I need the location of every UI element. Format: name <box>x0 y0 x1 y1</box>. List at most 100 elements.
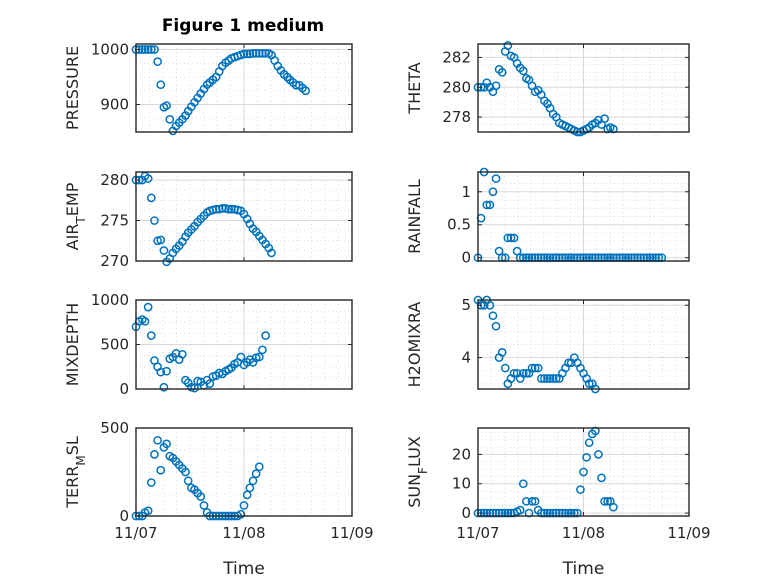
y-axis-label-subscript: M <box>74 455 88 465</box>
data-point <box>242 49 252 59</box>
data-point <box>594 450 603 459</box>
data-point <box>251 469 261 479</box>
y-axis-label-subscript: F <box>416 467 430 474</box>
data-point <box>603 496 613 506</box>
subplot-pressure: 900 1000 PRESSURE <box>63 41 353 136</box>
data-point <box>165 115 175 124</box>
y-tick-label: 280 <box>100 171 129 189</box>
y-axis-label-main: SUN <box>405 474 424 508</box>
data-point <box>509 368 519 378</box>
y-tick-label: 1 <box>461 183 471 201</box>
data-point <box>488 187 498 197</box>
data-point <box>527 496 537 506</box>
data-point <box>181 111 190 120</box>
data-point <box>162 101 171 110</box>
data-point <box>146 193 156 203</box>
subplot-air_temp: 270 275 280 AIRTEMP <box>63 171 353 270</box>
data-point <box>211 204 221 214</box>
x-tick-label: 11/08 <box>222 524 265 542</box>
y-axis-label-theta: THETA <box>405 62 424 114</box>
y-tick-label: 278 <box>442 108 471 126</box>
data-point <box>491 174 501 183</box>
y-axis-label-main: AIR <box>63 224 82 251</box>
y-axis-label-rest: LUX <box>405 436 424 467</box>
data-point <box>576 485 585 494</box>
data-point <box>545 374 555 383</box>
data-point <box>515 505 525 515</box>
data-point <box>199 501 209 510</box>
y-axis-label-subscript: T <box>74 216 88 225</box>
data-point <box>485 300 495 310</box>
x-tick-label: 11/07 <box>456 524 499 542</box>
y-axis-label-main: THETA <box>405 62 424 114</box>
data-point <box>236 352 246 362</box>
y-tick-label: 500 <box>100 336 129 354</box>
y-axis-label-h2omixra: H2OMIXRA <box>405 302 424 388</box>
data-point <box>156 235 166 245</box>
y-axis-label-rest: SL <box>63 436 82 455</box>
y-tick-label: 0 <box>119 507 129 525</box>
data-point <box>140 45 150 54</box>
subplot-mixdepth: 0 500 1000 MIXDEPTH <box>63 291 353 398</box>
data-point <box>146 45 156 54</box>
y-tick-label: 275 <box>100 212 129 230</box>
y-axis-label-main: TERR <box>63 466 82 509</box>
data-point <box>597 473 606 483</box>
data-point <box>239 501 249 510</box>
data-point <box>564 358 573 368</box>
y-tick-label: 270 <box>100 252 129 270</box>
y-tick-label: 10 <box>452 475 471 493</box>
data-point <box>162 366 171 376</box>
data-point <box>609 502 618 512</box>
y-axis-label-rainfall: RAINFALL <box>405 179 424 254</box>
data-point <box>181 375 190 385</box>
data-point <box>518 368 528 378</box>
data-point <box>146 331 156 340</box>
data-point <box>162 439 171 449</box>
data-point <box>530 363 540 373</box>
y-axis-label-sun_flux: SUNFLUX <box>405 436 430 508</box>
data-point <box>497 348 507 357</box>
data-point <box>218 204 227 213</box>
x-tick-label: 11/09 <box>330 524 373 542</box>
data-point <box>551 374 561 383</box>
data-point <box>150 45 159 54</box>
subplot-h2omixra: 4 5 H2OMIXRA <box>405 295 690 394</box>
y-axis-label-main: H2OMIXRA <box>405 302 424 388</box>
data-point <box>543 99 552 109</box>
data-point <box>527 363 537 373</box>
y-axis-label-pressure: PRESSURE <box>63 46 82 130</box>
x-tick-label: 11/08 <box>562 524 605 542</box>
y-tick-label: 500 <box>100 419 129 437</box>
data-point <box>509 233 519 243</box>
data-point <box>224 204 234 214</box>
data-point <box>227 204 236 214</box>
y-tick-label: 0 <box>461 504 471 522</box>
data-point <box>584 438 594 448</box>
data-point <box>156 367 166 377</box>
data-point <box>254 49 264 58</box>
data-point <box>491 321 501 331</box>
data-point <box>536 374 546 383</box>
data-point <box>267 248 276 258</box>
data-point <box>282 72 292 82</box>
data-point <box>248 476 258 486</box>
data-point <box>248 49 258 58</box>
y-axis-label-terr_msl: TERRMSL <box>63 436 88 509</box>
data-point <box>518 479 528 489</box>
y-axis-label-main: PRESSURE <box>63 46 82 130</box>
data-point <box>258 345 267 355</box>
data-point <box>533 363 543 373</box>
data-point <box>261 331 270 340</box>
data-point <box>153 435 162 445</box>
data-point <box>482 200 492 210</box>
data-point <box>522 496 531 506</box>
data-point <box>242 357 252 367</box>
data-point <box>258 49 267 58</box>
data-point <box>156 80 166 90</box>
data-point <box>522 368 531 378</box>
data-point <box>579 467 588 477</box>
data-point <box>600 114 609 123</box>
data-point <box>540 374 549 383</box>
